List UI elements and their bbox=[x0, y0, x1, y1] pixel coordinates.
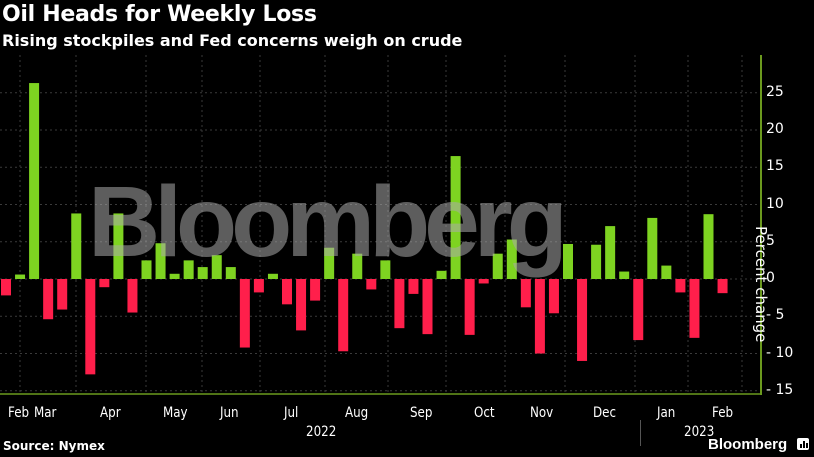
bar bbox=[619, 271, 630, 279]
y-tick-label: 20 bbox=[766, 121, 784, 137]
bar bbox=[197, 267, 208, 279]
bar bbox=[703, 214, 714, 279]
bar bbox=[29, 83, 40, 279]
bar bbox=[239, 279, 250, 348]
bar bbox=[492, 253, 503, 279]
bar bbox=[520, 279, 531, 308]
bar bbox=[647, 217, 658, 279]
bar bbox=[71, 213, 82, 279]
x-tick-label: May bbox=[163, 405, 188, 421]
bar bbox=[1, 279, 11, 296]
x-tick-label: Oct bbox=[474, 405, 495, 421]
bar bbox=[464, 279, 475, 335]
x-tick-label: Dec bbox=[593, 405, 617, 421]
bar bbox=[605, 226, 616, 279]
bar bbox=[99, 279, 110, 288]
y-tick-label: 0 bbox=[766, 270, 775, 286]
bar-chart-plot bbox=[0, 55, 762, 395]
bar bbox=[85, 279, 96, 375]
x-tick-label: Aug bbox=[345, 405, 369, 421]
bar bbox=[15, 274, 26, 279]
bar bbox=[352, 253, 363, 279]
bar bbox=[577, 279, 588, 361]
bar bbox=[113, 213, 124, 279]
chart-subtitle: Rising stockpiles and Fed concerns weigh… bbox=[2, 31, 463, 50]
bar bbox=[57, 279, 68, 310]
bar bbox=[380, 260, 391, 279]
y-tick-label: 5 bbox=[766, 232, 775, 249]
bar bbox=[324, 247, 335, 279]
bar bbox=[548, 279, 559, 314]
source-note: Source: Nymex bbox=[3, 439, 105, 453]
bar bbox=[478, 279, 489, 284]
x-year-label: 2022 bbox=[306, 424, 337, 440]
bar bbox=[717, 279, 728, 294]
bar bbox=[267, 273, 278, 279]
y-tick-label: 15 bbox=[766, 158, 784, 175]
y-axis-label: Percent change bbox=[752, 226, 770, 343]
y-tick-label: 25 bbox=[766, 83, 784, 100]
chart-icon bbox=[797, 438, 809, 450]
bar bbox=[225, 267, 236, 279]
bar bbox=[127, 279, 138, 313]
y-tick-label: - 5 bbox=[766, 307, 785, 324]
bar bbox=[689, 279, 700, 338]
chart-title: Oil Heads for Weekly Loss bbox=[2, 2, 317, 27]
x-tick-label: Feb bbox=[8, 405, 30, 421]
bar bbox=[169, 273, 180, 279]
bar bbox=[183, 260, 194, 279]
x-tick-label: Apr bbox=[100, 405, 121, 421]
bar bbox=[211, 255, 222, 279]
x-tick-label: Jul bbox=[284, 405, 299, 421]
bar bbox=[661, 265, 672, 279]
x-tick-label: Jan bbox=[657, 405, 676, 421]
bar bbox=[534, 279, 545, 354]
bar bbox=[141, 260, 152, 279]
bar bbox=[591, 244, 602, 279]
y-tick-label: 10 bbox=[766, 195, 784, 212]
bar bbox=[155, 243, 166, 279]
brand-logo: Bloomberg bbox=[708, 436, 788, 453]
bar bbox=[436, 270, 447, 279]
bar bbox=[366, 279, 377, 290]
bar bbox=[253, 279, 264, 293]
x-tick-label: Nov bbox=[530, 405, 554, 421]
x-tick-label: Mar bbox=[34, 405, 57, 421]
bar bbox=[675, 279, 686, 293]
bar bbox=[394, 279, 405, 329]
x-tick-label: Feb bbox=[712, 405, 734, 421]
x-tick-label: Sep bbox=[410, 405, 433, 421]
bar bbox=[282, 279, 292, 305]
bar bbox=[408, 279, 419, 294]
bar bbox=[296, 279, 307, 331]
bar bbox=[633, 279, 644, 341]
bar bbox=[450, 156, 461, 279]
bar bbox=[338, 279, 349, 352]
y-tick-label: - 15 bbox=[766, 381, 794, 398]
bar bbox=[310, 279, 321, 301]
year-divider bbox=[640, 420, 641, 446]
y-tick-label: - 10 bbox=[766, 344, 794, 361]
bar bbox=[43, 279, 54, 320]
bar bbox=[422, 279, 433, 335]
bar bbox=[506, 239, 517, 279]
x-year-label: 2023 bbox=[684, 424, 715, 440]
bar bbox=[563, 243, 573, 279]
x-tick-label: Jun bbox=[220, 405, 239, 421]
